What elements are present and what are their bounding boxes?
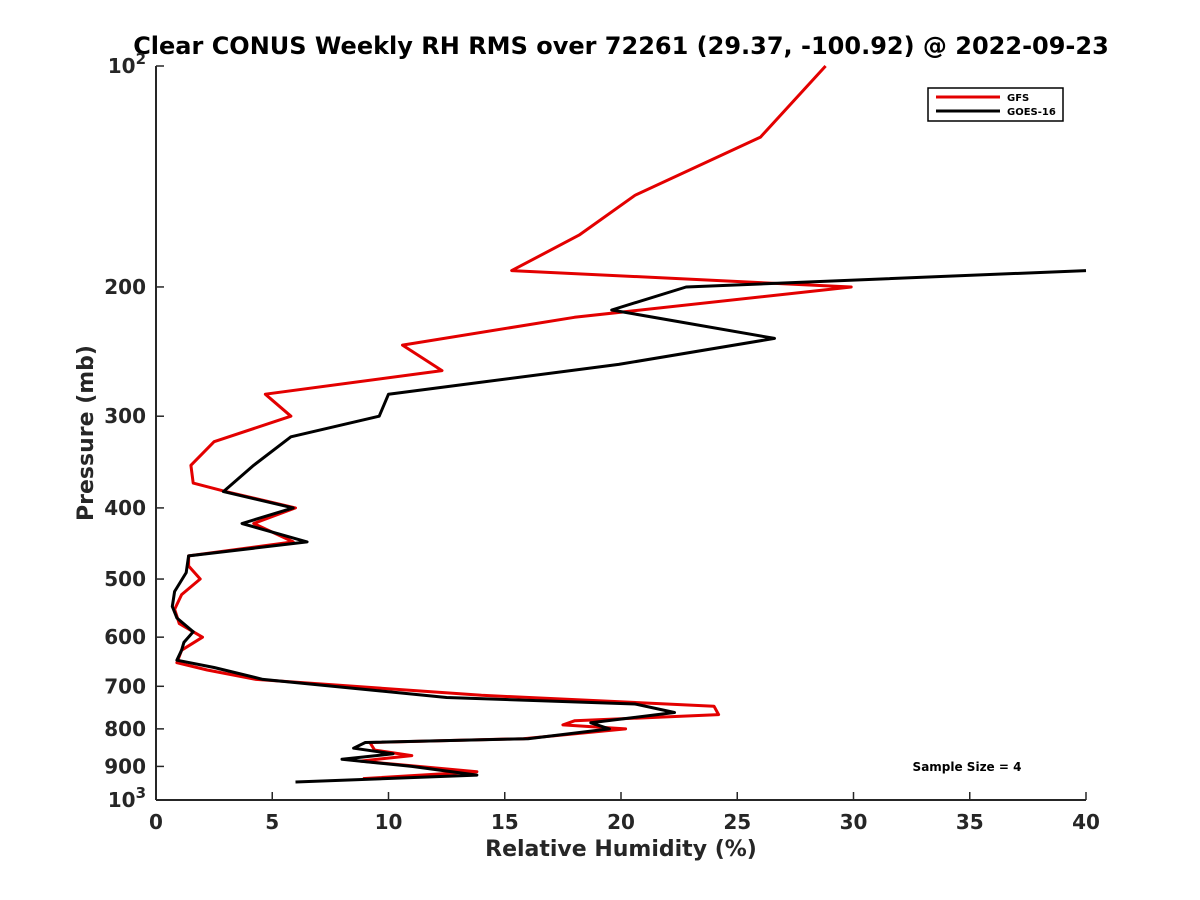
- legend-label-goes-16: GOES-16: [1007, 107, 1056, 118]
- x-tick-label-0: 0: [149, 810, 163, 834]
- y-tick-label-800: 800: [104, 717, 146, 741]
- x-tick-label-5: 5: [265, 810, 279, 834]
- y-tick-label-600: 600: [104, 625, 146, 649]
- legend-label-gfs: GFS: [1007, 93, 1029, 104]
- y-ticks: 102 200 300 400 500 600 700 800 900 103: [104, 50, 164, 812]
- x-ticks: 0 5 10 15 20 25 30 35 40: [149, 792, 1100, 834]
- x-tick-label-10: 10: [375, 810, 403, 834]
- x-tick-label-40: 40: [1072, 810, 1100, 834]
- x-tick-label-20: 20: [607, 810, 635, 834]
- legend: GFS GOES-16: [927, 87, 1064, 122]
- series-line-goes-16: [170, 269, 1087, 784]
- x-tick-label-15: 15: [491, 810, 519, 834]
- y-tick-label-400: 400: [104, 496, 146, 520]
- y-tick-label-500: 500: [104, 567, 146, 591]
- series-line-gfs: [173, 64, 853, 781]
- y-tick-label-300: 300: [104, 404, 146, 428]
- y-tick-label-1000: 103: [108, 784, 146, 812]
- y-tick-label-200: 200: [104, 275, 146, 299]
- chart-title: Clear CONUS Weekly RH RMS over 72261 (29…: [133, 32, 1109, 60]
- x-axis-label: Relative Humidity (%): [485, 837, 757, 862]
- x-tick-label-35: 35: [956, 810, 984, 834]
- y-axis-label: Pressure (mb): [74, 345, 99, 521]
- sample-size-annotation: Sample Size = 4: [913, 760, 1022, 774]
- plot-background: [156, 66, 1086, 800]
- x-tick-label-30: 30: [840, 810, 868, 834]
- plot-area: [156, 66, 1086, 800]
- y-tick-label-900: 900: [104, 754, 146, 778]
- x-tick-label-25: 25: [723, 810, 751, 834]
- y-tick-label-700: 700: [104, 674, 146, 698]
- legend-box: [927, 87, 1064, 122]
- series-layer: [170, 64, 1087, 784]
- y-tick-label-100: 102: [108, 50, 146, 78]
